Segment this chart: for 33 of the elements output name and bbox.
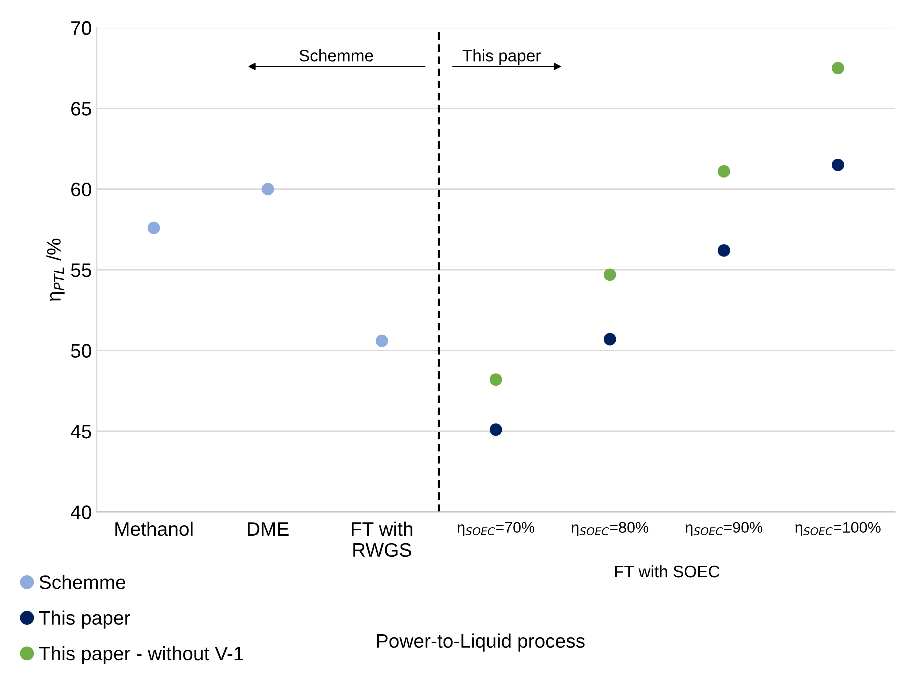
point bbox=[718, 165, 730, 178]
x-tick-label: η$_{SOEC}$=70% bbox=[458, 522, 535, 536]
point bbox=[832, 62, 844, 75]
y-tick-label: 50 bbox=[71, 344, 92, 358]
point bbox=[490, 424, 502, 436]
point bbox=[604, 268, 616, 282]
point bbox=[832, 158, 844, 172]
legend-label: This paper bbox=[39, 610, 130, 629]
y-axis-title: η$_{PTL}$ /% bbox=[46, 238, 65, 301]
y-tick-label: 70 bbox=[72, 21, 92, 36]
point bbox=[148, 222, 160, 234]
x-tick-label: η$_{SOEC}$=100% bbox=[796, 522, 881, 536]
x-tick-label: FT with RWGS bbox=[352, 522, 413, 558]
x-tick-label: Methanol bbox=[116, 522, 193, 536]
x-axis-title: Power-to-Liquid process bbox=[377, 634, 585, 652]
point bbox=[490, 374, 502, 386]
x-tick-label: DME bbox=[248, 522, 289, 536]
legend-label: Schemme bbox=[40, 575, 126, 590]
x-tick-label: η$_{SOEC}$=90% bbox=[686, 522, 763, 536]
point bbox=[376, 334, 388, 348]
y-tick-label: 40 bbox=[71, 506, 92, 520]
x-tick-label: η$_{SOEC}$=80% bbox=[572, 522, 649, 536]
y-tick-label: 45 bbox=[71, 425, 92, 439]
y-tick-label: 55 bbox=[71, 264, 92, 278]
point bbox=[604, 333, 616, 346]
point bbox=[262, 183, 274, 196]
text: FT with SOEC bbox=[615, 565, 720, 578]
point bbox=[718, 244, 730, 257]
annotation: Schemme bbox=[300, 50, 374, 62]
annotation: This paper bbox=[462, 50, 541, 66]
y-tick-label: 65 bbox=[72, 102, 92, 116]
legend-label: This paper - without V-1 bbox=[39, 646, 244, 664]
y-tick-label: 60 bbox=[72, 182, 92, 197]
